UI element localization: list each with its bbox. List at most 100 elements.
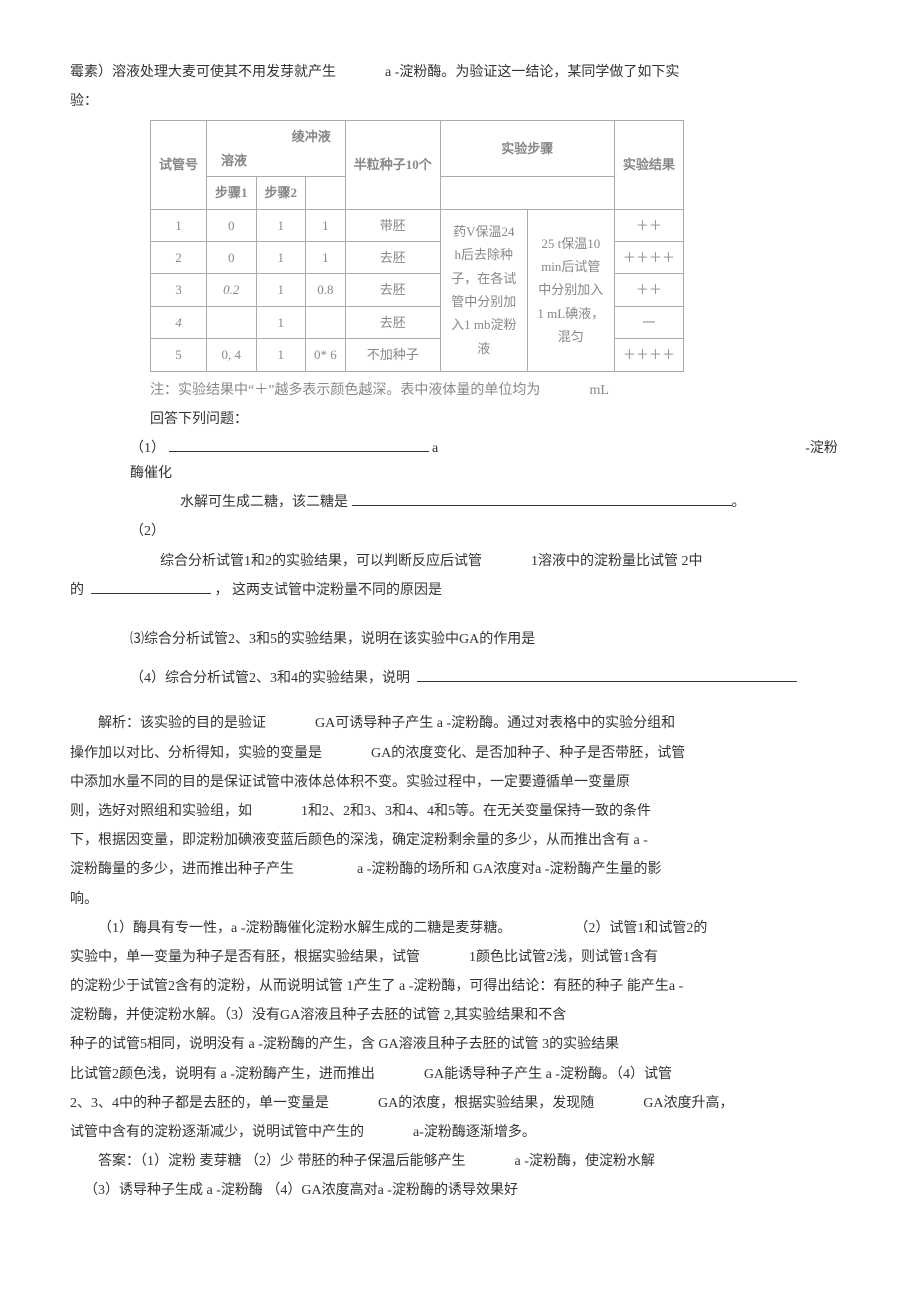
ana-15b: a-淀粉酶逐渐增多。 — [413, 1125, 536, 1140]
cell: 一 — [614, 306, 683, 338]
cell: 1 — [256, 241, 306, 273]
ana-11: 淀粉酶，并使淀粉水解。（3）没有GA溶液且种子去胚的试管 2,其实验结果和不含 — [70, 1003, 840, 1028]
cell: 5 — [151, 339, 207, 371]
ana-14a: 2、3、4中的种子都是去胚的，单一变量是 — [70, 1096, 329, 1111]
ana-6a: 淀粉酶量的多少，进而推出种子产生 — [70, 862, 294, 877]
th-tube: 试管号 — [151, 121, 207, 209]
q2-line2: 的 ， 这两支试管中淀粉量不同的原因是 — [70, 578, 840, 603]
th-sol-top: 绫冲液 — [215, 125, 337, 148]
ana-4a: 则，选好对照组和实验组，如 — [70, 804, 252, 819]
experiment-table: 试管号 绫冲液 溶液 半粒种子10个 实验步骤 实验结果 步骤1 步骤2 1 0… — [150, 120, 684, 371]
cell: 1 — [306, 241, 346, 273]
ana-1b: GA可诱导种子产生 a -淀粉酶。通过对表格中的实验分组和 — [315, 716, 675, 731]
ana-17: （3）诱导种子生成 a -淀粉酶 （4）GA浓度高对a -淀粉酶的诱导效果好 — [70, 1178, 840, 1203]
cell: 1 — [256, 339, 306, 371]
ana-16a: 答案：（1）淀粉 麦芽糖 （2）少 带胚的种子保温后能够产生 — [98, 1154, 466, 1169]
th-sol-bot: 溶液 — [215, 149, 337, 172]
ana-5: 下，根据因变量，即淀粉加碘液变蓝后颜色的深浅，确定淀粉剩余量的多少，从而推出含有… — [70, 828, 840, 853]
ana-7: 响。 — [70, 887, 840, 912]
cell: ＋＋ — [614, 274, 683, 306]
cell — [207, 306, 257, 338]
ana-15: 试管中含有的淀粉逐渐减少，说明试管中产生的 a-淀粉酶逐渐增多。 — [70, 1120, 840, 1145]
intro-1b: a -淀粉酶。为验证这一结论，某同学做了如下实 — [385, 65, 679, 80]
cell: 4 — [151, 306, 207, 338]
q2d: 的 — [70, 583, 84, 598]
intro-line-1: 霉素）溶液处理大麦可使其不用发芽就产生 a -淀粉酶。为验证这一结论，某同学做了… — [70, 60, 840, 85]
table-row: 试管号 绫冲液 溶液 半粒种子10个 实验步骤 实验结果 — [151, 121, 684, 177]
ana-9a: 实验中，单一变量为种子是否有胚，根据实验结果，试管 — [70, 950, 420, 965]
th-result: 实验结果 — [614, 121, 683, 209]
ana-16: 答案：（1）淀粉 麦芽糖 （2）少 带胚的种子保温后能够产生 a -淀粉酶，使淀… — [70, 1149, 840, 1174]
ana-14c: GA浓度升高， — [643, 1096, 733, 1111]
cell: ＋＋＋＋ — [614, 241, 683, 273]
cell: ＋＋＋＋ — [614, 339, 683, 371]
intro-1a: 霉素）溶液处理大麦可使其不用发芽就产生 — [70, 65, 336, 80]
q1b: a — [432, 441, 438, 456]
q1a: （1） — [130, 441, 165, 456]
ana-15a: 试管中含有的淀粉逐渐减少，说明试管中产生的 — [70, 1125, 364, 1140]
th-step1: 步骤1 — [207, 177, 257, 209]
blank — [417, 681, 797, 682]
table-note: 注：实验结果中“＋”越多表示颜色越深。表中液体量的单位均为 mL — [70, 378, 840, 403]
cell: 1 — [256, 306, 306, 338]
ana-16b: a -淀粉酶，使淀粉水解 — [515, 1154, 655, 1169]
ana-14: 2、3、4中的种子都是去胚的，单一变量是 GA的浓度，根据实验结果，发现随 GA… — [70, 1091, 840, 1116]
answer-lead: 回答下列问题： — [70, 407, 840, 432]
cell: 0 — [207, 241, 257, 273]
q2b: 综合分析试管1和2的实验结果，可以判断反应后试管 — [160, 554, 482, 569]
ana-13: 比试管2颜色浅，说明有 a -淀粉酶产生，进而推出 GA能诱导种子产生 a -淀… — [70, 1062, 840, 1087]
intro-line-2: 验： — [70, 89, 840, 114]
q4: （4）综合分析试管2、3和4的实验结果，说明 — [130, 671, 410, 686]
ana-14b: GA的浓度，根据实验结果，发现随 — [378, 1096, 594, 1111]
ana-8a: （1）酶具有专一性，a -淀粉酶催化淀粉水解生成的二糖是麦芽糖。 — [98, 921, 511, 936]
note-text: 注：实验结果中“＋”越多表示颜色越深。表中液体量的单位均为 — [150, 383, 540, 398]
cell: 0.8 — [306, 274, 346, 306]
ana-13a: 比试管2颜色浅，说明有 a -淀粉酶产生，进而推出 — [70, 1067, 375, 1082]
ana-8: （1）酶具有专一性，a -淀粉酶催化淀粉水解生成的二糖是麦芽糖。 （2）试管1和… — [70, 916, 840, 941]
ana-2b: GA的浓度变化、是否加种子、种子是否带胚，试管 — [371, 746, 685, 761]
q2a: （2） — [70, 519, 840, 544]
cell: 去胚 — [345, 306, 440, 338]
ana-4b: 1和2、2和3、3和4、4和5等。在无关变量保持一致的条件 — [301, 804, 651, 819]
ana-12: 种子的试管5相同，说明没有 a -淀粉酶的产生，含 GA溶液且种子去胚的试管 3… — [70, 1032, 840, 1057]
cell: 1 — [151, 209, 207, 241]
ana-10: 的淀粉少于试管2含有的淀粉，从而说明试管 1产生了 a -淀粉酶，可得出结论：有… — [70, 974, 840, 999]
table-row: 1 0 1 1 带胚 药V保温24 h后去除种子，在各试管中分别加 入1 mb淀… — [151, 209, 684, 241]
cell: 3 — [151, 274, 207, 306]
q1-line1: （1） a -淀粉酶催化 — [70, 436, 840, 486]
blank — [91, 593, 211, 594]
th-steps: 实验步骤 — [440, 121, 614, 177]
cell: ＋＋ — [614, 209, 683, 241]
cell: 1 — [256, 274, 306, 306]
cell: 带胚 — [345, 209, 440, 241]
th-seed: 半粒种子10个 — [345, 121, 440, 209]
th-sol: 绫冲液 溶液 — [207, 121, 346, 177]
ana-6b: a -淀粉酶的场所和 GA浓度对a -淀粉酶产生量的影 — [357, 862, 661, 877]
cell: 1 — [306, 209, 346, 241]
ana-3: 中添加水量不同的目的是保证试管中液体总体积不变。实验过程中，一定要遵循单一变量原 — [70, 770, 840, 795]
cell: 0* 6 — [306, 339, 346, 371]
ana-13b: GA能诱导种子产生 a -淀粉酶。（4）试管 — [424, 1067, 672, 1082]
ana-1: 解析：该实验的目的是验证 GA可诱导种子产生 a -淀粉酶。通过对表格中的实验分… — [70, 711, 840, 736]
q2e: ， 这两支试管中淀粉量不同的原因是 — [215, 583, 443, 598]
cell: 不加种子 — [345, 339, 440, 371]
ana-9: 实验中，单一变量为种子是否有胚，根据实验结果，试管 1颜色比试管2浅，则试管1含… — [70, 945, 840, 970]
cell: 去胚 — [345, 274, 440, 306]
blank — [169, 451, 429, 452]
q2c: 1溶液中的淀粉量比试管 2中 — [531, 554, 703, 569]
cell — [306, 306, 346, 338]
cell: 0 — [207, 209, 257, 241]
cell: 2 — [151, 241, 207, 273]
blank — [352, 505, 732, 506]
th-step2: 步骤2 — [256, 177, 306, 209]
ana-4: 则，选好对照组和实验组，如 1和2、2和3、3和4、4和5等。在无关变量保持一致… — [70, 799, 840, 824]
q1c: -淀粉酶催化 — [130, 441, 838, 481]
q2-line1: 综合分析试管1和2的实验结果，可以判断反应后试管 1溶液中的淀粉量比试管 2中 — [70, 549, 840, 574]
ana-1a: 解析：该实验的目的是验证 — [98, 716, 266, 731]
q1-line2: 水解可生成二糖，该二糖是 。 — [70, 490, 840, 515]
ana-2: 操作加以对比、分析得知，实验的变量是 GA的浓度变化、是否加种子、种子是否带胚，… — [70, 741, 840, 766]
note-unit: mL — [589, 383, 608, 398]
cell: 1 — [256, 209, 306, 241]
q4-line: （4）综合分析试管2、3和4的实验结果，说明 — [70, 666, 840, 691]
cell-step1: 药V保温24 h后去除种子，在各试管中分别加 入1 mb淀粉液 — [440, 209, 527, 371]
